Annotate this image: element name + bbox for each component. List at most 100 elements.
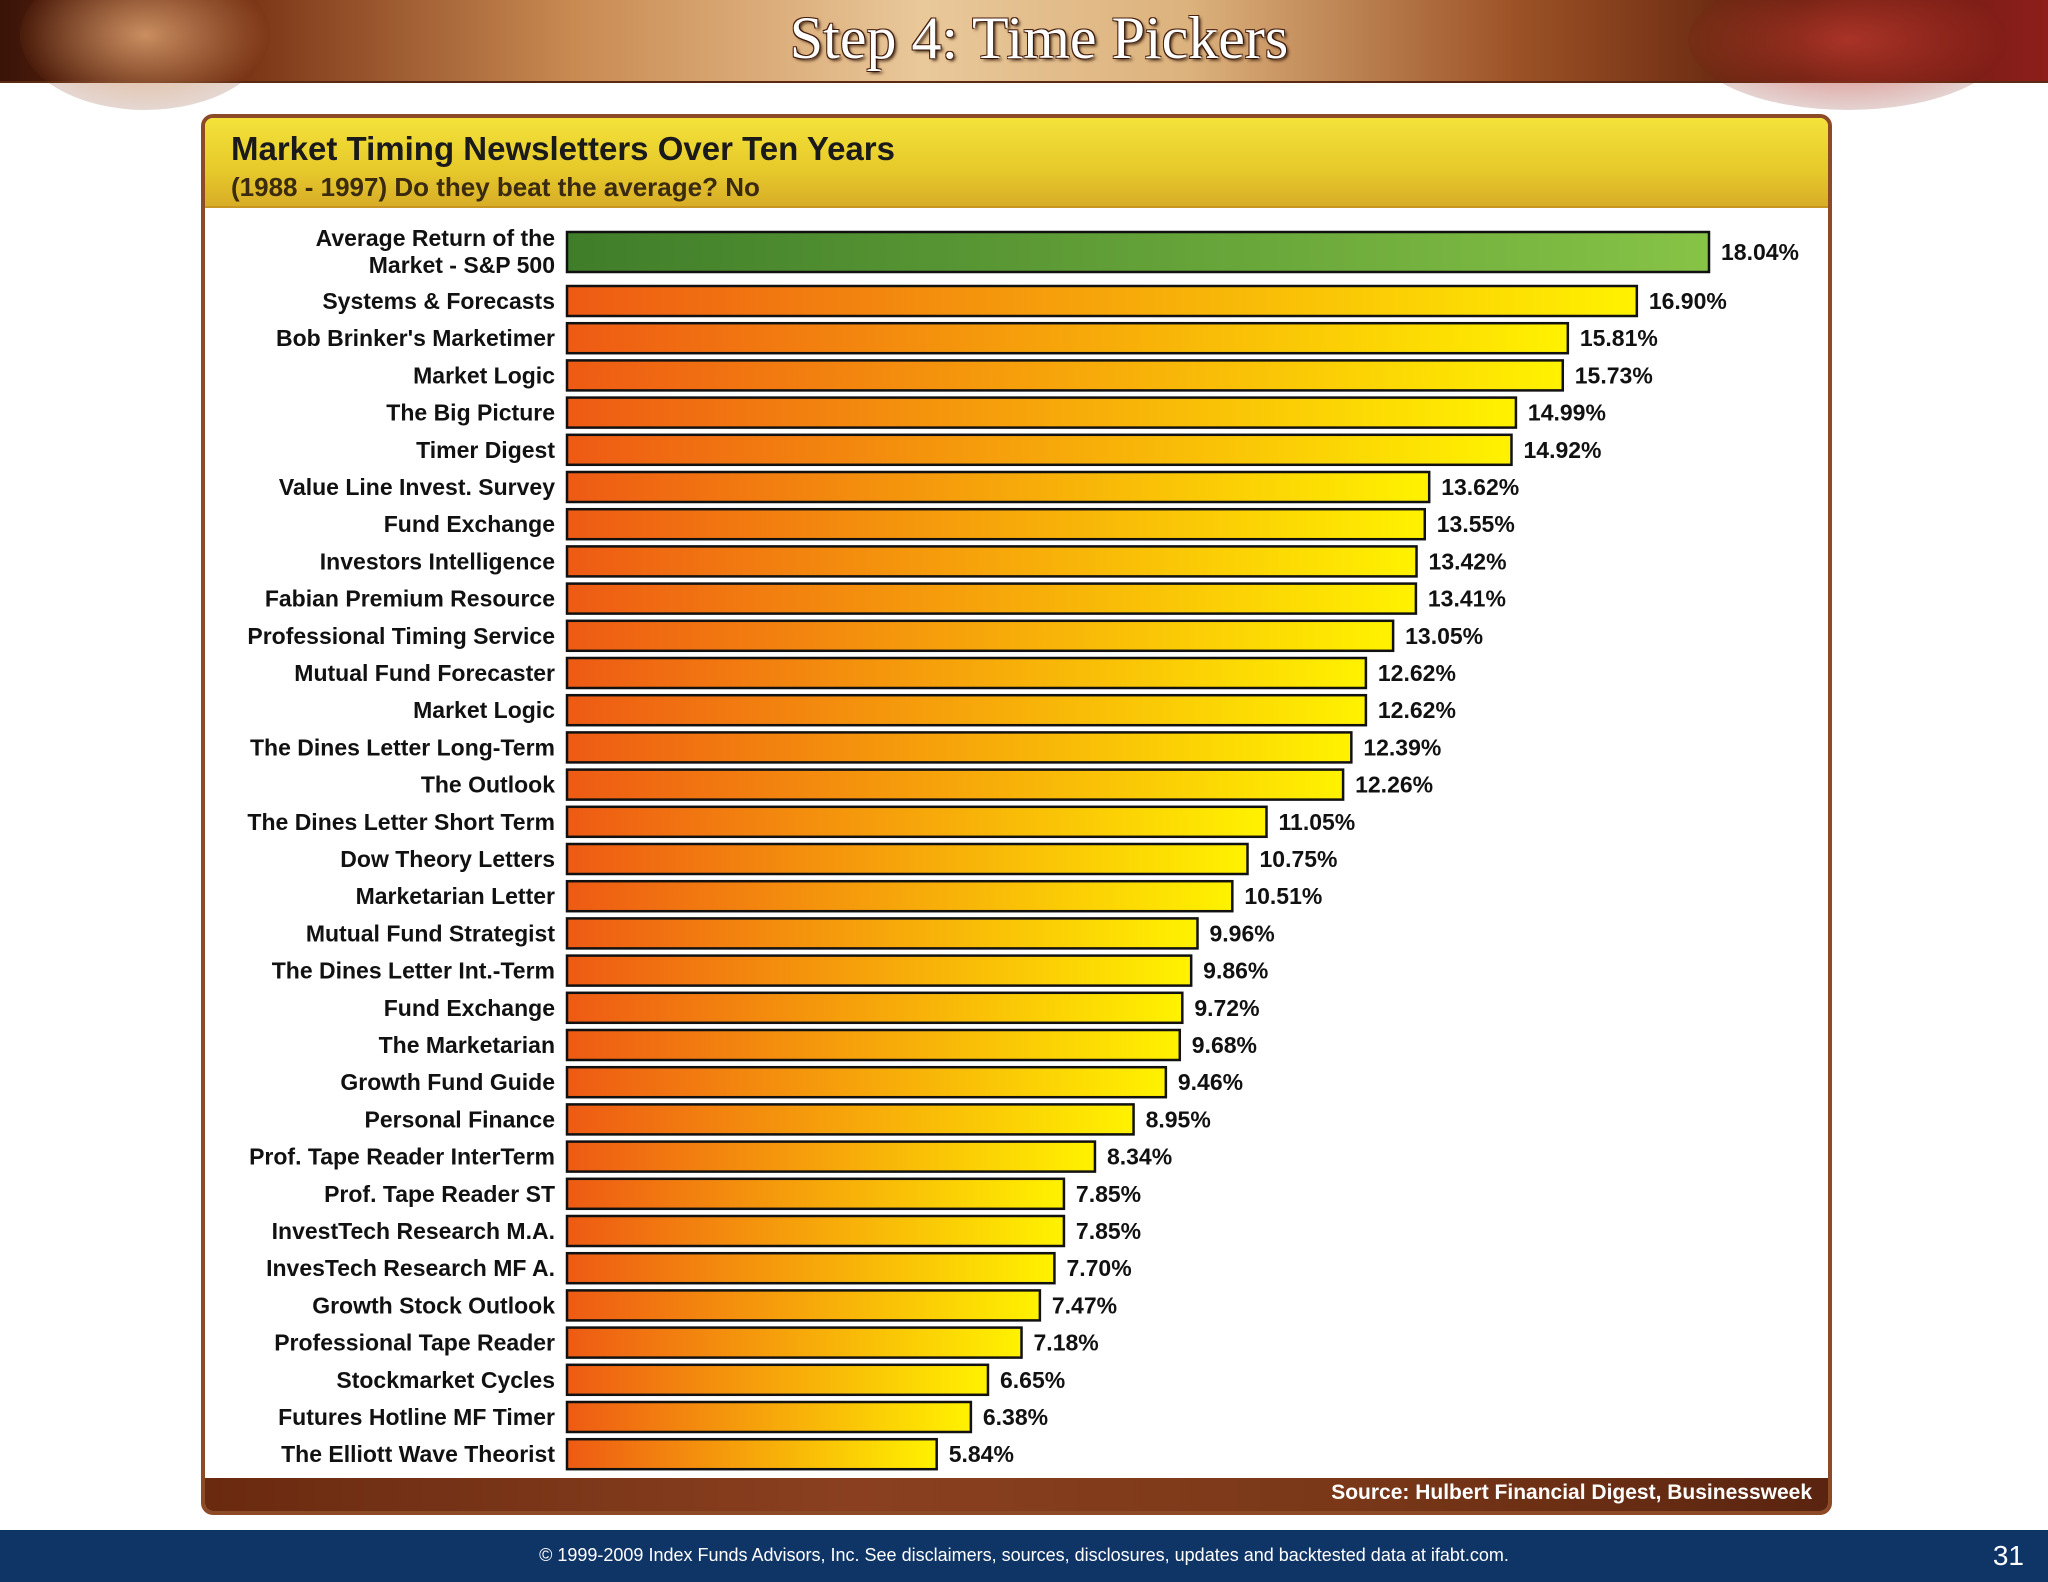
bar-value-label: 11.05% xyxy=(1279,809,1356,835)
bar xyxy=(565,879,1234,913)
bar-value-label: 9.86% xyxy=(1203,958,1268,984)
bar-value-label: 10.51% xyxy=(1244,883,1322,909)
bar-value-label: 7.70% xyxy=(1066,1255,1131,1281)
bar xyxy=(565,396,1518,429)
footer-bar: © 1999-2009 Index Funds Advisors, Inc. S… xyxy=(0,1530,2048,1582)
bar xyxy=(565,1214,1066,1248)
bar xyxy=(565,1177,1066,1211)
bar-value-label: 7.18% xyxy=(1034,1330,1099,1356)
category-label: Prof. Tape Reader InterTerm xyxy=(249,1144,555,1170)
category-label: Prof. Tape Reader ST xyxy=(324,1181,555,1207)
bar-value-label: 5.84% xyxy=(949,1441,1014,1467)
bar xyxy=(565,656,1368,690)
bar-chart: 18.04% Average Return of the Market - S&P … xyxy=(247,225,1799,1471)
bar xyxy=(565,470,1431,504)
bar-value-label: 13.55% xyxy=(1437,511,1515,537)
benchmark-bar xyxy=(565,230,1711,274)
category-label: The Big Picture xyxy=(386,400,555,426)
bar-value-label: 6.38% xyxy=(983,1404,1048,1430)
category-label: Fund Exchange xyxy=(384,995,555,1021)
bar-value-label: 9.46% xyxy=(1178,1069,1243,1095)
bar xyxy=(565,284,1639,318)
slide-title: Step 4: Time Pickers xyxy=(789,5,1289,71)
category-label: Futures Hotline MF Timer xyxy=(278,1404,555,1430)
category-label: The Dines Letter Int.-Term xyxy=(272,958,555,984)
category-label: Dow Theory Letters xyxy=(340,846,555,872)
bar xyxy=(565,1326,1023,1359)
bar xyxy=(565,321,1570,355)
category-label: Market Logic xyxy=(413,697,555,723)
chart-panel: Market Timing Newsletters Over Ten Years… xyxy=(201,114,1832,1515)
chart-subtitle: (1988 - 1997) Do they beat the average? … xyxy=(231,172,760,202)
category-label: Fund Exchange xyxy=(384,511,555,537)
bar xyxy=(565,545,1418,578)
category-label: Marketarian Letter xyxy=(356,883,555,909)
bar-value-label: 18.04% xyxy=(1721,239,1799,265)
bar-value-label: 9.72% xyxy=(1194,995,1259,1021)
source-bar: Source: Hulbert Financial Digest, Busine… xyxy=(205,1478,1828,1511)
bar xyxy=(565,619,1395,653)
category-label: Timer Digest xyxy=(416,437,555,463)
bar-value-label: 7.85% xyxy=(1076,1218,1141,1244)
category-label: Stockmarket Cycles xyxy=(336,1367,555,1393)
bar xyxy=(565,731,1353,764)
bar-value-label: 14.99% xyxy=(1528,400,1606,426)
bar-value-label: 12.39% xyxy=(1363,734,1441,760)
category-label: Growth Stock Outlook xyxy=(312,1292,555,1318)
category-label: Personal Finance xyxy=(365,1106,555,1132)
category-label: InvesTech Research MF A. xyxy=(266,1255,555,1281)
bar xyxy=(565,768,1345,801)
category-label: The Dines Letter Long-Term xyxy=(250,734,555,760)
bar xyxy=(565,693,1368,727)
bar xyxy=(565,507,1427,541)
copyright-text: © 1999-2009 Index Funds Advisors, Inc. S… xyxy=(539,1545,1509,1565)
bar xyxy=(565,1289,1042,1322)
bar xyxy=(565,1028,1182,1062)
bar xyxy=(565,1251,1056,1285)
bar-value-label: 6.65% xyxy=(1000,1367,1065,1393)
source-text: Source: Hulbert Financial Digest, Busine… xyxy=(1331,1481,1812,1504)
category-label: Average Return of the Market - S&P 500 xyxy=(316,225,555,278)
bar-value-label: 16.90% xyxy=(1649,288,1727,314)
category-label: Value Line Invest. Survey xyxy=(279,474,555,500)
category-label: The Elliott Wave Theorist xyxy=(281,1441,555,1467)
category-label: Professional Tape Reader xyxy=(274,1330,555,1356)
bar xyxy=(565,1437,938,1471)
bar xyxy=(565,842,1249,876)
bar-value-label: 8.34% xyxy=(1107,1144,1172,1170)
bar-value-label: 8.95% xyxy=(1146,1106,1211,1132)
banner-painting-right xyxy=(1688,0,2008,110)
bar xyxy=(565,1363,990,1397)
bar-value-label: 9.68% xyxy=(1192,1032,1257,1058)
bar xyxy=(565,805,1268,839)
category-label: Systems & Forecasts xyxy=(322,288,555,314)
bar-value-label: 13.41% xyxy=(1428,586,1506,612)
bar-value-label: 7.85% xyxy=(1076,1181,1141,1207)
bar-value-label: 12.62% xyxy=(1378,697,1456,723)
bar xyxy=(565,917,1199,950)
category-label: Mutual Fund Forecaster xyxy=(294,660,555,686)
bar-value-label: 14.92% xyxy=(1523,437,1601,463)
bar-value-label: 15.73% xyxy=(1575,362,1653,388)
top-banner: Step 4: Time Pickers xyxy=(0,0,2048,110)
bar-value-label: 12.26% xyxy=(1355,772,1433,798)
category-label: The Dines Letter Short Term xyxy=(247,809,555,835)
category-label: Mutual Fund Strategist xyxy=(306,920,556,946)
category-label: InvestTech Research M.A. xyxy=(272,1218,555,1244)
page-number: 31 xyxy=(1992,1540,2024,1571)
bar-value-label: 13.05% xyxy=(1405,623,1483,649)
bar xyxy=(565,433,1513,467)
bar xyxy=(565,359,1565,392)
category-label: Investors Intelligence xyxy=(320,548,555,574)
bar xyxy=(565,1065,1168,1099)
bar xyxy=(565,1140,1097,1173)
chart-header: Market Timing Newsletters Over Ten Years… xyxy=(205,118,1828,208)
bar xyxy=(565,1400,973,1434)
bar xyxy=(565,954,1193,987)
category-label: Fabian Premium Resource xyxy=(265,586,555,612)
category-label: The Marketarian xyxy=(379,1032,555,1058)
bar xyxy=(565,582,1418,615)
category-label: Growth Fund Guide xyxy=(340,1069,555,1095)
category-label: Professional Timing Service xyxy=(247,623,555,649)
bar xyxy=(565,991,1184,1025)
